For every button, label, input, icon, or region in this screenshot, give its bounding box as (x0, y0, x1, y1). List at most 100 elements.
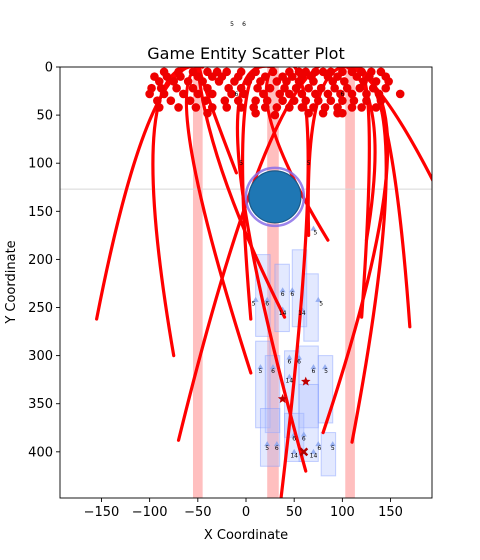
entity-label: 6 (292, 435, 296, 442)
x-tick-label: 50 (286, 505, 303, 520)
red-point (154, 103, 164, 112)
red-point (185, 96, 195, 105)
y-tick-label: 300 (28, 349, 53, 364)
red-point (222, 103, 232, 112)
red-point (278, 96, 287, 105)
red-point (395, 89, 405, 99)
red-point (265, 83, 275, 93)
red-point (336, 89, 345, 99)
entity-marker (257, 364, 264, 370)
red-point (376, 96, 386, 105)
red-point (153, 96, 162, 105)
entity-label: 5 (319, 301, 323, 308)
y-tick-label: 100 (28, 157, 53, 172)
y-tick-label: 350 (28, 397, 53, 412)
red-point (207, 103, 217, 112)
y-tick-label: 150 (28, 205, 53, 220)
red-point (275, 89, 285, 99)
red-point (309, 103, 318, 112)
red-point (280, 83, 289, 93)
red-point (260, 103, 270, 112)
red-point (362, 89, 371, 99)
red-point (362, 96, 371, 105)
top-annotation-label: 6 (242, 21, 246, 28)
red-point (203, 108, 212, 118)
entity-label: 6 (234, 91, 238, 98)
red-point (214, 77, 224, 86)
red-point (282, 77, 291, 86)
top-annotation-label: 5 (230, 21, 234, 28)
entity-marker (264, 296, 271, 302)
entity-label: 6 (317, 445, 321, 452)
entity-label: 6 (287, 358, 291, 365)
red-point (145, 89, 154, 99)
entity-marker (300, 431, 307, 437)
red-point (381, 83, 391, 93)
red-point (347, 89, 357, 99)
entity-marker (286, 354, 293, 360)
entity-marker (315, 441, 322, 447)
entity-label: 6 (312, 368, 316, 375)
red-point (203, 83, 212, 93)
entity-label: 5 (259, 368, 263, 375)
entity-label: 14 (290, 453, 298, 460)
entity-label: 5 (324, 368, 328, 375)
red-point (259, 89, 268, 99)
entity-tile (264, 355, 281, 434)
x-axis-label: X Coordinate (204, 528, 288, 543)
entity-marker (310, 364, 317, 370)
red-point (328, 77, 338, 86)
red-point (230, 77, 239, 86)
red-point (371, 103, 381, 112)
red-point (179, 89, 188, 99)
red-point (198, 77, 207, 86)
red-point (316, 83, 326, 93)
entity-marker (310, 225, 317, 231)
red-point (285, 103, 294, 112)
entity-label: 14 (310, 453, 318, 460)
entity-tile (298, 383, 319, 462)
entity-label: 5 (265, 445, 269, 452)
red-point (207, 89, 217, 99)
red-point (272, 77, 282, 86)
red-point (338, 108, 347, 118)
x-tick-label: −150 (84, 505, 120, 520)
x-tick-label: 0 (242, 505, 250, 520)
entity-label: 14 (286, 378, 294, 385)
y-tick-label: 50 (36, 109, 53, 124)
entity-label: 6 (297, 358, 301, 365)
red-point (330, 83, 339, 93)
red-point (256, 77, 265, 86)
red-point (159, 89, 169, 99)
entity-label: 6 (265, 301, 269, 308)
red-point (272, 103, 282, 112)
red-point (251, 96, 260, 105)
entity-marker (264, 441, 271, 447)
chart-title: Game Entity Scatter Plot (147, 44, 344, 63)
entity-marker (310, 448, 317, 454)
entity-label: 14 (279, 310, 287, 317)
red-point (233, 96, 243, 105)
red-point (371, 77, 381, 86)
entity-label: 5 (252, 301, 256, 308)
x-axis-ticks: −150 −100 −50 0 50 100 150 (84, 498, 403, 520)
red-point (166, 96, 176, 105)
red-point (357, 103, 366, 112)
entity-label: 6 (275, 445, 279, 452)
red-point (349, 96, 359, 105)
y-tick-label: 400 (28, 445, 53, 460)
red-point (239, 89, 249, 99)
vertical-band (192, 67, 203, 498)
red-point (251, 108, 260, 118)
red-point (162, 72, 172, 81)
red-point (191, 103, 201, 112)
red-point (294, 77, 304, 86)
red-point (301, 96, 311, 105)
entity-marker (269, 364, 276, 370)
y-tick-label: 0 (45, 61, 53, 76)
y-tick-label: 200 (28, 253, 53, 268)
entity-marker (286, 373, 293, 379)
entity-label: 6 (271, 368, 275, 375)
y-axis-label: Y Coordinate (4, 240, 19, 324)
